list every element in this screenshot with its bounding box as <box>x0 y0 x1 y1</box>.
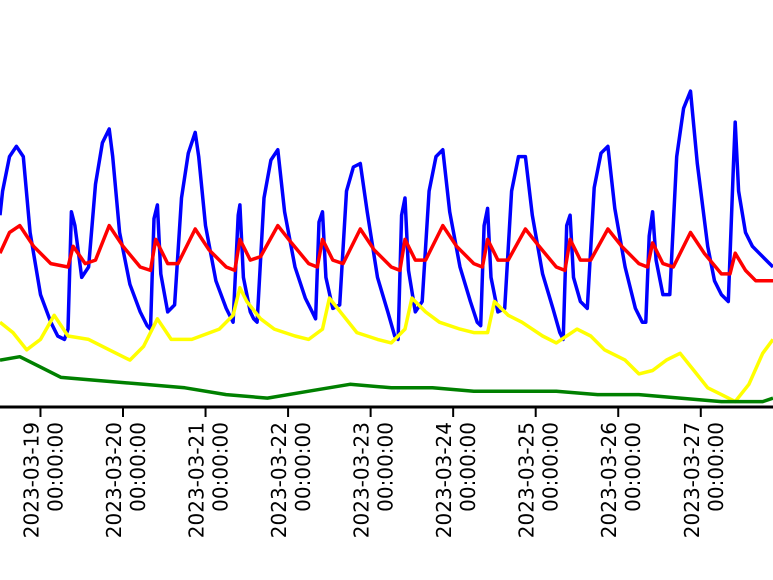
x-tick-label: 2023-03-2400:00:00 <box>432 422 480 538</box>
x-tick-label: 2023-03-2200:00:00 <box>267 422 315 538</box>
x-tick-time: 00:00:00 <box>43 422 67 512</box>
x-tick-time: 00:00:00 <box>126 422 150 512</box>
x-tick-label: 2023-03-1900:00:00 <box>19 422 67 538</box>
x-tick-label: 2023-03-2000:00:00 <box>102 422 150 538</box>
x-tick-time: 00:00:00 <box>209 422 233 512</box>
x-tick-time: 00:00:00 <box>539 422 563 512</box>
x-tick-label: 2023-03-2700:00:00 <box>680 422 728 538</box>
x-tick-time: 00:00:00 <box>374 422 398 512</box>
x-tick-time: 00:00:00 <box>621 422 645 512</box>
x-tick-date: 2023-03-21 <box>185 422 209 538</box>
x-tick-label: 2023-03-2600:00:00 <box>597 422 645 538</box>
series-line-3 <box>0 285 773 404</box>
x-tick-time: 00:00:00 <box>704 422 728 512</box>
x-tick-label: 2023-03-2100:00:00 <box>185 422 233 538</box>
x-tick-time: 00:00:00 <box>456 422 480 512</box>
series-line-2 <box>0 223 773 283</box>
x-tick-time: 00:00:00 <box>291 422 315 512</box>
x-tick-date: 2023-03-20 <box>102 422 126 538</box>
x-axis-ticks: 2023-03-1900:00:00 2023-03-2000:00:00 2023… <box>19 407 728 538</box>
x-tick-date: 2023-03-19 <box>19 422 43 538</box>
series-line-4 <box>0 354 773 404</box>
x-tick-date: 2023-03-26 <box>597 422 621 538</box>
series-line-1 <box>0 89 773 342</box>
x-tick-label: 2023-03-2500:00:00 <box>515 422 563 538</box>
x-tick-date: 2023-03-22 <box>267 422 291 538</box>
x-tick-date: 2023-03-23 <box>350 422 374 538</box>
x-tick-date: 2023-03-25 <box>515 422 539 538</box>
x-tick-date: 2023-03-24 <box>432 422 456 538</box>
x-tick-label: 2023-03-2300:00:00 <box>350 422 398 538</box>
series-layer <box>0 89 773 404</box>
x-tick-date: 2023-03-27 <box>680 422 704 538</box>
